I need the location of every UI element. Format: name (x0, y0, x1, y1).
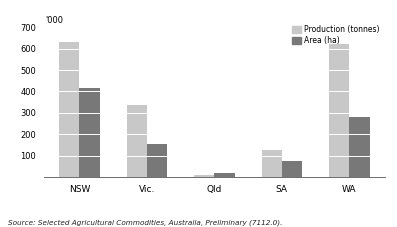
Legend: Production (tonnes), Area (ha): Production (tonnes), Area (ha) (291, 24, 381, 47)
Bar (329, 44, 349, 177)
Bar (282, 161, 302, 177)
Bar (214, 173, 235, 177)
Bar (194, 175, 214, 177)
Text: Source: Selected Agricultural Commodities, Australia, Preliminary (7112.0).: Source: Selected Agricultural Commoditie… (8, 219, 282, 226)
Bar (59, 42, 79, 177)
Bar (127, 105, 147, 177)
Bar (349, 117, 370, 177)
Bar (147, 144, 167, 177)
Text: '000: '000 (46, 16, 64, 25)
Bar (262, 150, 282, 177)
Bar (79, 88, 100, 177)
